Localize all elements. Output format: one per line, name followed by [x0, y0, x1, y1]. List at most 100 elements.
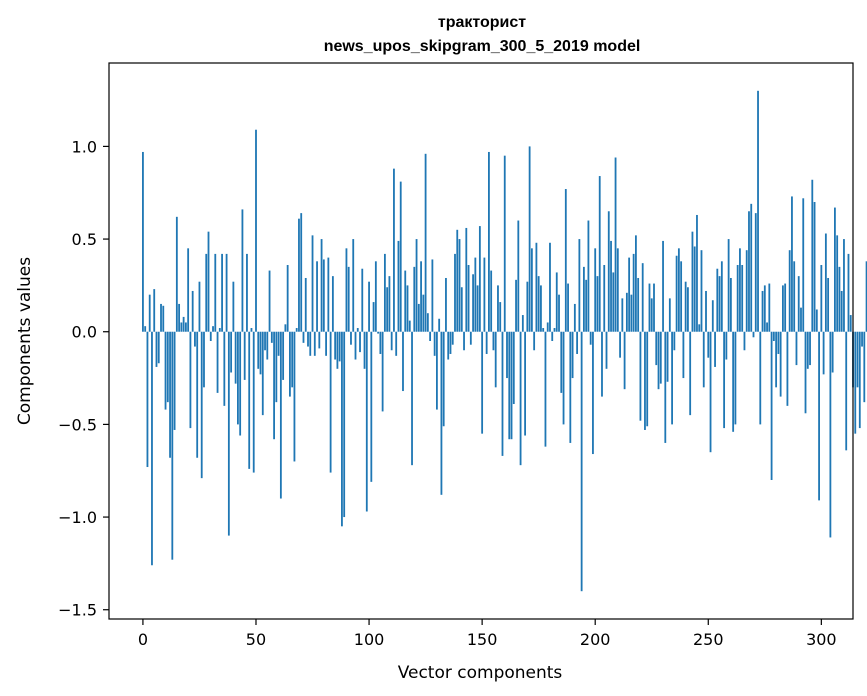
bar-229: [659, 331, 662, 384]
bar-101: [370, 331, 373, 482]
bar-3: [148, 294, 151, 332]
bar-234: [671, 331, 673, 425]
bar-27: [203, 331, 205, 388]
x-tick-label: 150: [467, 630, 498, 649]
bar-102: [372, 302, 375, 332]
bar-250: [707, 331, 710, 358]
bar-5: [153, 289, 156, 332]
bar-184: [558, 294, 560, 332]
bar-11: [166, 331, 169, 403]
bar-159: [501, 331, 504, 456]
bar-263: [736, 265, 739, 332]
bar-287: [791, 196, 793, 332]
bar-189: [569, 331, 572, 443]
bar-24: [196, 331, 199, 458]
bar-60: [277, 331, 280, 356]
bar-8: [160, 303, 162, 332]
bar-281: [777, 331, 780, 354]
bar-64: [286, 265, 289, 332]
bar-28: [205, 253, 208, 332]
bar-253: [714, 331, 716, 367]
bar-319: [863, 331, 866, 403]
x-axis: 0 50 100 150 200 250 300: [138, 619, 837, 649]
bar-183: [555, 272, 558, 332]
bar-295: [809, 331, 811, 366]
bar-103: [374, 261, 377, 332]
bar-196: [585, 279, 588, 332]
bar-58: [273, 331, 275, 440]
bar-49: [252, 331, 255, 473]
bar-217: [632, 253, 635, 332]
bar-172: [530, 248, 533, 332]
bar-161: [506, 331, 508, 379]
bar-262: [734, 331, 737, 425]
bar-29: [207, 231, 210, 332]
bar-73: [307, 331, 309, 347]
bar-111: [393, 168, 395, 332]
bar-6: [155, 331, 158, 367]
bar-277: [768, 283, 771, 332]
bar-96: [359, 331, 361, 353]
bar-180: [549, 242, 551, 332]
bar-264: [739, 248, 741, 332]
y-tick-label: 1.0: [72, 137, 97, 156]
y-tick-label: 0.0: [72, 323, 97, 342]
bar-307: [836, 235, 839, 332]
bar-53: [261, 331, 264, 416]
bar-44: [241, 209, 244, 332]
bar-249: [705, 290, 707, 332]
bar-99: [365, 331, 368, 512]
bar-179: [546, 322, 549, 332]
bar-113: [397, 240, 400, 332]
bar-236: [675, 255, 678, 332]
bar-218: [635, 235, 637, 332]
bar-25: [198, 281, 201, 332]
bar-22: [191, 290, 194, 332]
bar-35: [221, 253, 223, 332]
bar-62: [282, 331, 285, 380]
bar-225: [650, 298, 653, 332]
bar-309: [840, 290, 843, 332]
bar-71: [302, 331, 305, 343]
bar-126: [426, 313, 429, 332]
bar-74: [309, 331, 312, 356]
bar-208: [612, 272, 615, 332]
bar-107: [383, 253, 386, 332]
x-tick-label: 200: [580, 630, 611, 649]
bar-143: [465, 227, 468, 332]
bar-40: [232, 281, 235, 332]
bar-152: [485, 331, 488, 354]
bar-293: [804, 331, 807, 414]
bar-56: [268, 270, 271, 332]
bar-292: [802, 198, 805, 332]
bar-190: [571, 331, 574, 379]
bar-145: [469, 331, 472, 345]
bar-251: [709, 331, 712, 453]
bar-140: [458, 239, 461, 332]
bar-117: [406, 285, 409, 332]
bar-116: [404, 270, 407, 332]
bar-221: [641, 263, 644, 332]
bar-41: [234, 331, 237, 384]
bar-67: [293, 331, 296, 462]
y-tick-label: −1.5: [58, 601, 97, 620]
bar-213: [623, 331, 626, 390]
bar-222: [644, 331, 646, 430]
bar-171: [528, 146, 531, 332]
bar-317: [858, 331, 861, 429]
bar-192: [576, 331, 579, 354]
bar-79: [320, 239, 323, 332]
bar-163: [510, 331, 513, 440]
bar-65: [289, 331, 291, 397]
x-tick-label: 300: [806, 630, 837, 649]
bar-106: [381, 331, 384, 412]
bar-136: [449, 331, 452, 354]
bar-94: [354, 331, 357, 360]
bar-124: [422, 294, 425, 332]
bar-297: [813, 202, 816, 332]
bar-131: [438, 318, 441, 332]
bar-77: [316, 261, 318, 332]
bar-201: [596, 276, 599, 332]
bar-150: [481, 331, 484, 434]
